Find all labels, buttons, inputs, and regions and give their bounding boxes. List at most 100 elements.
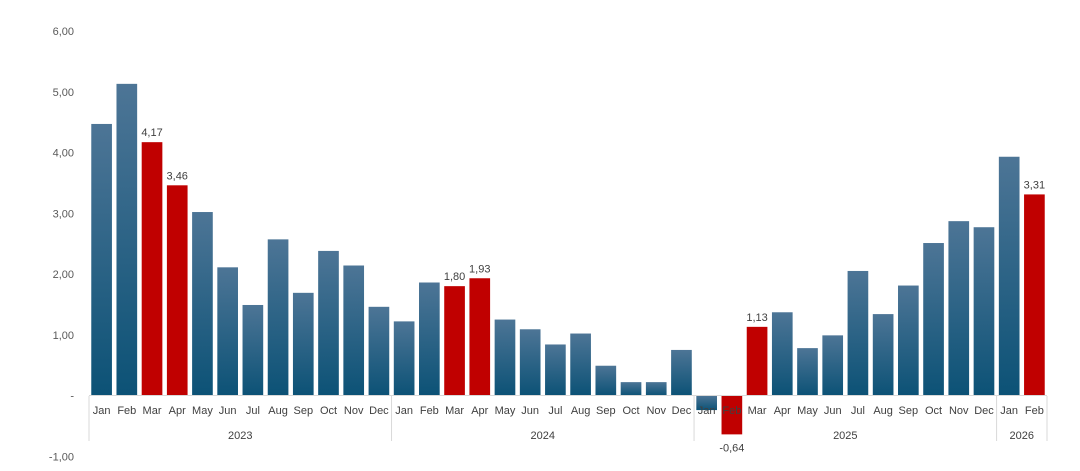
x-tick-label: May — [192, 405, 213, 417]
bar-highlighted — [141, 142, 163, 396]
x-tick-label: Oct — [925, 405, 942, 417]
bar — [973, 227, 995, 396]
x-tick-label: Feb — [722, 405, 741, 417]
bar — [217, 267, 238, 396]
bar — [116, 83, 138, 396]
bar — [192, 212, 213, 396]
x-tick-label: Feb — [117, 405, 136, 417]
data-label: 4,17 — [141, 127, 162, 139]
y-tick-label: - — [70, 391, 74, 403]
x-tick-label: Jan — [93, 405, 111, 417]
x-tick-label: Aug — [873, 405, 893, 417]
bar — [519, 329, 541, 396]
bar-highlighted — [746, 326, 768, 396]
bar — [545, 344, 566, 396]
x-tick-label: Aug — [268, 405, 288, 417]
year-label: 2026 — [1010, 430, 1034, 442]
x-tick-label: Dec — [672, 405, 692, 417]
bar — [292, 292, 314, 396]
x-tick-label: Dec — [974, 405, 994, 417]
y-axis-labels: -1,00-1,002,003,004,005,006,00 — [49, 26, 74, 463]
bar — [645, 382, 667, 396]
bar-highlighted — [166, 185, 188, 396]
bar — [923, 243, 944, 396]
x-tick-label: Mar — [143, 405, 162, 417]
x-tick-label: Mar — [748, 405, 767, 417]
bar — [267, 239, 289, 396]
y-tick-label: 1,00 — [53, 330, 74, 342]
x-axis: Jan Feb Mar Apr May Jun Jul Aug Sep Oct Nov Dec Jan F… — [88, 395, 1048, 442]
bar — [847, 270, 869, 396]
bar — [872, 314, 894, 396]
y-tick-label: 6,00 — [53, 26, 74, 38]
data-label: -0,64 — [719, 442, 744, 454]
data-label: 1,80 — [444, 271, 465, 283]
bar — [671, 349, 692, 396]
data-label: 1,93 — [469, 263, 490, 275]
x-tick-label: Nov — [646, 405, 666, 417]
bar — [368, 306, 390, 396]
bar — [242, 304, 264, 396]
year-label: 2024 — [531, 430, 555, 442]
x-tick-label: Jul — [246, 405, 260, 417]
bar-highlighted — [721, 395, 743, 435]
bar-highlighted — [1024, 194, 1045, 396]
bar — [393, 321, 415, 396]
x-tick-label: Jun — [521, 405, 539, 417]
x-tick-label: Jan — [1000, 405, 1018, 417]
x-tick-label: May — [495, 405, 516, 417]
bar — [91, 123, 112, 396]
x-tick-label: Nov — [949, 405, 969, 417]
x-tick-label: Sep — [294, 405, 314, 417]
bar — [998, 156, 1020, 396]
y-tick-label: 5,00 — [53, 87, 74, 99]
bar — [771, 312, 793, 396]
x-tick-label: Jun — [824, 405, 842, 417]
data-label: 3,31 — [1024, 179, 1045, 191]
bar — [570, 333, 591, 396]
x-tick-label: Feb — [420, 405, 439, 417]
bar — [948, 221, 970, 396]
bar — [318, 250, 339, 396]
x-tick-label: Jul — [851, 405, 865, 417]
bar — [620, 382, 642, 396]
x-tick-label: Sep — [899, 405, 919, 417]
y-tick-label: -1,00 — [49, 451, 74, 463]
x-tick-label: Sep — [596, 405, 616, 417]
x-tick-label: Mar — [445, 405, 464, 417]
bar — [343, 265, 365, 396]
x-tick-label: Feb — [1025, 405, 1044, 417]
x-tick-label: Dec — [369, 405, 389, 417]
x-tick-label: Nov — [344, 405, 364, 417]
data-label: 3,46 — [167, 170, 188, 182]
bar — [419, 282, 440, 396]
x-tick-label: Apr — [774, 405, 791, 417]
bars — [91, 83, 1045, 435]
data-labels: 4,17 3,46 1,80 1,93 -0,64 1,13 3,31 — [141, 127, 1045, 454]
bar — [494, 319, 516, 396]
x-tick-label: May — [797, 405, 818, 417]
x-tick-label: Jun — [219, 405, 237, 417]
bar — [595, 365, 617, 396]
x-tick-label: Jan — [395, 405, 413, 417]
x-tick-label: Apr — [471, 405, 488, 417]
x-tick-label: Apr — [169, 405, 186, 417]
x-tick-label: Oct — [320, 405, 337, 417]
bar-highlighted — [444, 286, 465, 396]
bar — [797, 348, 818, 396]
year-label: 2023 — [228, 430, 252, 442]
x-tick-label: Aug — [571, 405, 591, 417]
bar — [696, 395, 717, 411]
year-label: 2025 — [833, 430, 857, 442]
data-label: 1,13 — [746, 312, 767, 324]
x-tick-label: Oct — [622, 405, 639, 417]
y-tick-label: 3,00 — [53, 208, 74, 220]
bar — [898, 285, 919, 396]
bar-highlighted — [469, 278, 491, 396]
y-tick-label: 2,00 — [53, 269, 74, 281]
bar — [822, 335, 844, 396]
y-tick-label: 4,00 — [53, 148, 74, 160]
x-tick-label: Jan — [698, 405, 716, 417]
x-tick-label: Jul — [548, 405, 562, 417]
